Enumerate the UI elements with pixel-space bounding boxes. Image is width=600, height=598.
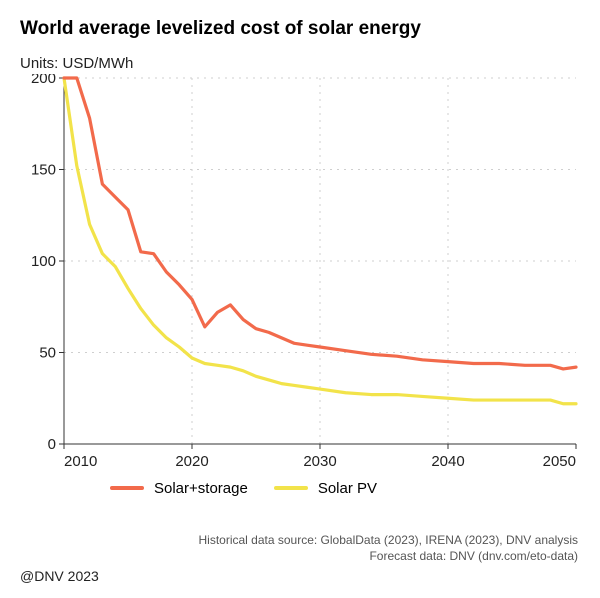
- legend-swatch-solar-storage: [110, 486, 144, 490]
- svg-text:2030: 2030: [303, 453, 336, 470]
- legend-item-solar-pv: Solar PV: [274, 480, 377, 497]
- chart-title: World average levelized cost of solar en…: [20, 18, 580, 41]
- svg-text:50: 50: [39, 344, 56, 361]
- legend-label-solar-storage: Solar+storage: [154, 480, 248, 497]
- legend: Solar+storage Solar PV: [110, 480, 580, 497]
- chart-area: 0 50 100 150 200 2010 2020 2030 2040 2050: [20, 74, 580, 474]
- legend-label-solar-pv: Solar PV: [318, 480, 377, 497]
- line-chart: 0 50 100 150 200 2010 2020 2030 2040 2050: [20, 74, 580, 474]
- svg-text:2040: 2040: [431, 453, 464, 470]
- svg-text:0: 0: [48, 436, 56, 453]
- source-line-2: Forecast data: DNV (dnv.com/eto-data): [199, 548, 579, 564]
- svg-text:2020: 2020: [175, 453, 208, 470]
- legend-item-solar-storage: Solar+storage: [110, 480, 248, 497]
- source-line-1: Historical data source: GlobalData (2023…: [199, 532, 579, 548]
- svg-text:100: 100: [31, 253, 56, 270]
- svg-text:150: 150: [31, 161, 56, 178]
- source-block: Historical data source: GlobalData (2023…: [199, 532, 579, 564]
- units-label: Units: USD/MWh: [20, 55, 580, 72]
- svg-text:2010: 2010: [64, 453, 97, 470]
- svg-text:200: 200: [31, 74, 56, 87]
- legend-swatch-solar-pv: [274, 486, 308, 490]
- attribution: @DNV 2023: [20, 568, 99, 584]
- page: World average levelized cost of solar en…: [0, 0, 600, 598]
- svg-text:2050: 2050: [543, 453, 576, 470]
